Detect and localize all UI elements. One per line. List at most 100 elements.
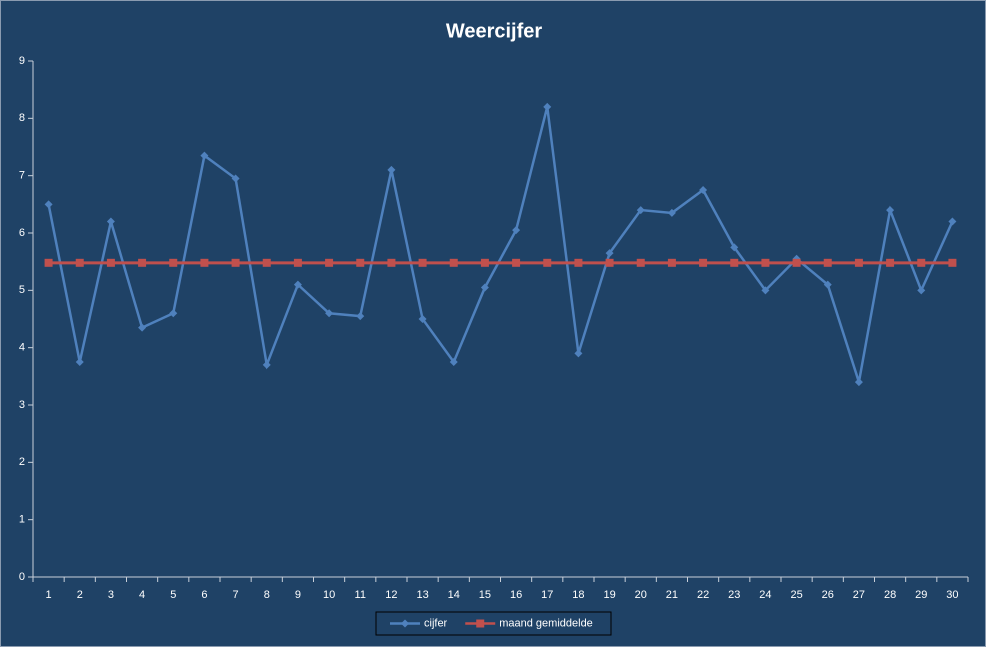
marker	[262, 258, 271, 267]
marker	[605, 249, 614, 258]
x-tick-label: 25	[790, 589, 802, 601]
marker	[449, 358, 458, 366]
marker	[886, 258, 895, 267]
marker	[138, 323, 147, 332]
marker	[761, 286, 770, 295]
marker	[387, 258, 396, 267]
marker	[169, 309, 178, 318]
marker	[106, 258, 115, 267]
marker	[917, 258, 926, 267]
marker	[543, 258, 552, 267]
x-tick-label: 17	[541, 589, 553, 601]
marker	[356, 312, 365, 321]
legend	[375, 611, 612, 636]
x-tick-label: 6	[201, 589, 207, 601]
marker	[854, 258, 863, 267]
y-tick-label: 6	[19, 227, 25, 239]
x-tick-label: 12	[385, 589, 397, 601]
chart-title: Weercijfer	[446, 20, 543, 42]
x-tick-label: 2	[77, 589, 83, 601]
y-tick-label: 8	[19, 112, 25, 124]
x-tick-label: 9	[295, 589, 301, 601]
marker	[730, 258, 739, 267]
x-tick-label: 10	[323, 589, 335, 601]
marker	[605, 258, 614, 267]
marker	[512, 226, 521, 235]
marker	[948, 258, 957, 267]
marker	[325, 258, 334, 267]
x-tick-label: 4	[139, 589, 145, 601]
marker	[636, 258, 645, 267]
legend-label: maand gemiddelde	[499, 617, 593, 629]
marker	[293, 258, 302, 267]
x-tick-label: 7	[233, 589, 239, 601]
x-tick-label: 15	[479, 589, 491, 601]
marker	[200, 258, 209, 267]
marker	[667, 258, 676, 267]
marker	[823, 258, 832, 267]
marker	[574, 258, 583, 267]
x-tick-label: 11	[355, 589, 366, 601]
marker	[138, 258, 147, 267]
legend-marker	[476, 619, 485, 628]
marker	[231, 174, 240, 183]
x-tick-label: 16	[510, 589, 522, 601]
marker	[917, 286, 926, 295]
y-tick-label: 3	[19, 399, 25, 411]
marker	[418, 258, 427, 267]
marker	[356, 258, 365, 267]
x-tick-label: 3	[108, 589, 114, 601]
marker	[574, 349, 583, 358]
marker	[854, 378, 863, 387]
y-tick-label: 9	[19, 55, 25, 67]
marker	[325, 309, 334, 318]
x-tick-label: 30	[946, 589, 958, 601]
y-tick-label: 1	[19, 514, 25, 526]
marker	[886, 206, 895, 215]
y-tick-label: 4	[19, 342, 25, 354]
marker	[418, 315, 427, 323]
marker	[387, 165, 396, 174]
marker	[792, 258, 801, 267]
marker	[293, 280, 302, 289]
marker	[75, 258, 84, 267]
y-tick-label: 0	[19, 571, 25, 583]
legend-label: cijfer	[424, 617, 448, 629]
marker	[44, 200, 53, 209]
marker	[512, 258, 521, 267]
marker	[948, 217, 957, 226]
marker	[449, 258, 458, 267]
marker	[699, 258, 708, 267]
marker	[262, 360, 271, 369]
marker	[699, 186, 708, 194]
marker	[480, 283, 489, 292]
marker	[480, 258, 489, 267]
x-tick-label: 21	[666, 589, 678, 601]
y-tick-label: 5	[19, 284, 25, 296]
legend-marker	[401, 619, 409, 628]
marker	[231, 258, 240, 267]
y-tick-label: 7	[19, 170, 25, 182]
marker	[44, 258, 53, 267]
marker	[75, 358, 84, 366]
x-tick-label: 28	[884, 589, 896, 601]
marker	[761, 258, 770, 267]
marker	[543, 102, 552, 111]
x-tick-label: 29	[915, 589, 927, 601]
y-tick-label: 2	[19, 456, 25, 468]
x-tick-label: 14	[448, 589, 460, 601]
marker	[169, 258, 178, 267]
x-tick-label: 20	[635, 589, 647, 601]
x-tick-label: 18	[572, 589, 584, 601]
marker	[730, 243, 739, 252]
marker	[200, 151, 209, 160]
x-tick-label: 24	[759, 589, 771, 601]
x-tick-label: 26	[822, 589, 834, 601]
x-tick-label: 23	[728, 589, 740, 601]
marker	[636, 206, 645, 215]
x-tick-label: 1	[46, 589, 52, 601]
x-tick-label: 22	[697, 589, 709, 601]
